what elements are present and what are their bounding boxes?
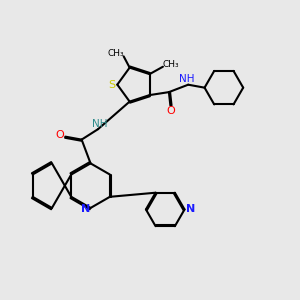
Text: CH₃: CH₃ (108, 49, 124, 58)
Text: N: N (186, 204, 195, 214)
Text: NH: NH (179, 74, 194, 84)
Text: NH: NH (92, 119, 107, 129)
Text: S: S (108, 80, 116, 90)
Text: N: N (82, 204, 91, 214)
Text: O: O (166, 106, 175, 116)
Text: O: O (56, 130, 64, 140)
Text: CH₃: CH₃ (162, 60, 179, 69)
